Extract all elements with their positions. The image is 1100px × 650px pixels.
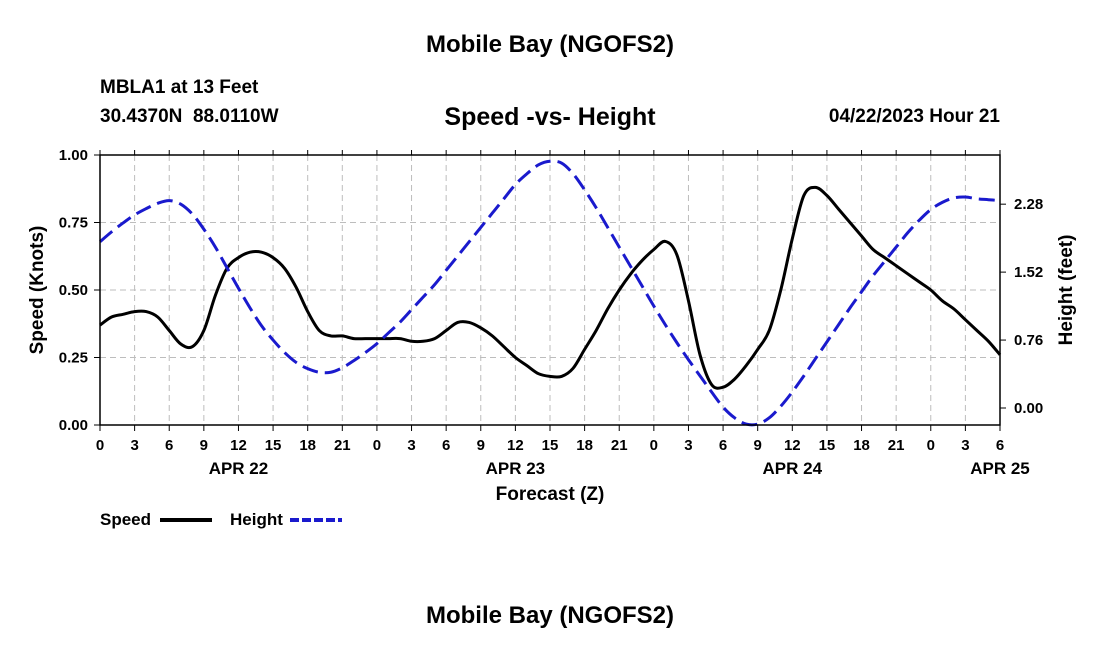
x-tick-label: 3 <box>961 437 969 454</box>
x-tick-label: 12 <box>230 437 247 454</box>
y-left-tick-label: 0.50 <box>59 282 88 299</box>
x-tick-label: 9 <box>477 437 485 454</box>
x-tick-label: 18 <box>576 437 593 454</box>
y-right-tick-label: 0.00 <box>1014 400 1043 417</box>
x-axis-label: Forecast (Z) <box>496 484 605 505</box>
legend-height-label: Height <box>230 510 283 529</box>
date-label: APR 22 <box>209 459 269 478</box>
y-left-tick-label: 0.25 <box>59 350 88 367</box>
chart-title: Speed -vs- Height <box>444 103 656 131</box>
x-tick-label: 9 <box>200 437 208 454</box>
x-tick-label: 6 <box>996 437 1004 454</box>
legend: Speed Height <box>100 510 342 529</box>
x-tick-label: 18 <box>299 437 316 454</box>
speed-height-chart: Speed -vs- Height 0 3 6 9 12 15 18 21 0 3 6 9 12 15 18… <box>27 103 1077 529</box>
y-left-tick-label: 0.75 <box>59 215 88 232</box>
x-tick-label: 15 <box>542 437 559 454</box>
series-lines <box>99 159 1002 427</box>
chart-top-title: Mobile Bay (NGOFS2) <box>425 31 675 58</box>
y-right-tick-label: 0.76 <box>1014 332 1043 349</box>
x-tick-label: 21 <box>611 437 628 454</box>
x-tick-label: 3 <box>684 437 692 454</box>
x-tick-label: 0 <box>373 437 381 454</box>
speed-series-line <box>99 185 1002 390</box>
x-tick-label: 21 <box>888 437 905 454</box>
axis-ticks: 0 3 6 9 12 15 18 21 0 3 6 9 12 15 18 21 0 3 6 9 12 15 18 21 0 3 6 0… <box>59 147 1043 478</box>
y-axis-left-label: Speed (Knots) <box>27 226 48 355</box>
grid-lines <box>100 155 1000 425</box>
x-tick-label: 15 <box>819 437 836 454</box>
y-left-tick-label: 0.00 <box>59 417 88 434</box>
x-tick-label: 0 <box>927 437 935 454</box>
x-tick-label: 21 <box>334 437 351 454</box>
x-tick-label: 0 <box>96 437 104 454</box>
x-tick-label: 6 <box>165 437 173 454</box>
station-label: MBLA1 at 13 Feet <box>100 77 259 98</box>
y-right-tick-label: 2.28 <box>1014 196 1043 213</box>
height-series-line <box>99 159 1001 427</box>
x-tick-label: 0 <box>650 437 658 454</box>
x-tick-label: 9 <box>754 437 762 454</box>
date-label: APR 24 <box>763 459 823 478</box>
y-left-tick-label: 1.00 <box>59 147 88 164</box>
chart-bottom-title: Mobile Bay (NGOFS2) <box>425 602 675 629</box>
forecast-datetime: 04/22/2023 Hour 21 <box>828 106 1000 127</box>
station-coordinates: 30.4370N 88.0110W <box>100 106 279 127</box>
x-tick-label: 3 <box>130 437 138 454</box>
x-tick-label: 18 <box>853 437 870 454</box>
y-right-tick-label: 1.52 <box>1014 264 1043 281</box>
x-tick-label: 12 <box>784 437 801 454</box>
x-tick-label: 12 <box>507 437 524 454</box>
x-tick-label: 15 <box>265 437 282 454</box>
date-label: APR 23 <box>486 459 546 478</box>
x-tick-label: 3 <box>407 437 415 454</box>
legend-speed-label: Speed <box>100 510 151 529</box>
x-tick-label: 6 <box>442 437 450 454</box>
x-tick-label: 6 <box>719 437 727 454</box>
date-label: APR 25 <box>970 459 1030 478</box>
y-axis-right-label: Height (feet) <box>1056 235 1077 346</box>
